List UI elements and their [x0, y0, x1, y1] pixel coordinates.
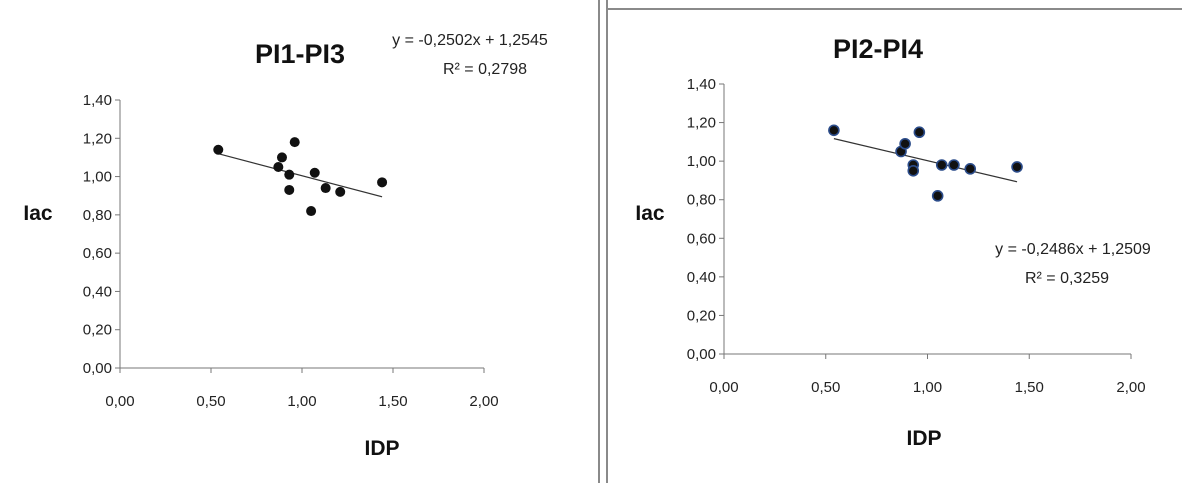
regression-equation: y = -0,2502x + 1,2545	[392, 32, 548, 49]
scatter-chart-pi1-pi3: PI1-PI3 y = -0,2502x + 1,2545 R² = 0,279…	[23, 32, 548, 460]
x-tick-label: 2,00	[469, 393, 498, 410]
data-point	[273, 162, 284, 172]
y-tick-label: 0,00	[687, 346, 716, 363]
x-tick-label: 1,00	[287, 393, 316, 410]
y-tick-label: 0,40	[83, 283, 112, 300]
x-tick-label: 0,50	[811, 379, 840, 396]
x-tick-label: 1,00	[913, 379, 942, 396]
y-tick-label: 1,20	[83, 130, 112, 147]
data-point	[907, 164, 920, 177]
y-tick-label: 0,60	[687, 230, 716, 247]
data-point	[289, 137, 300, 148]
data-point	[320, 183, 331, 194]
y-tick-label: 0,80	[687, 192, 716, 209]
y-tick-label: 1,40	[83, 92, 112, 109]
y-tick-label: 0,20	[83, 322, 112, 339]
x-tick-label: 0,00	[709, 379, 738, 396]
trendline	[218, 153, 383, 198]
data-point	[931, 190, 944, 202]
y-tick-label: 1,40	[687, 76, 716, 93]
y-axis-title: Iac	[635, 202, 665, 225]
y-axis-title: Iac	[23, 202, 53, 225]
y-tick-label: 0,60	[83, 245, 112, 262]
data-point	[948, 159, 960, 171]
x-tick-label: 2,00	[1116, 379, 1145, 396]
x-axis-title: IDP	[364, 437, 399, 460]
data-point	[335, 186, 346, 197]
y-tick-label: 0,80	[83, 207, 112, 224]
y-tick-label: 0,40	[687, 269, 716, 286]
x-tick-label: 1,50	[378, 393, 407, 410]
x-tick-label: 0,50	[196, 393, 225, 410]
data-point	[284, 184, 295, 195]
y-tick-label: 1,20	[687, 115, 716, 132]
y-tick-label: 0,00	[83, 360, 112, 377]
data-point	[913, 126, 926, 139]
trendline	[833, 138, 1018, 183]
data-point	[899, 137, 911, 150]
chart-panel-pi1-pi3: PI1-PI3 y = -0,2502x + 1,2545 R² = 0,279…	[23, 0, 600, 483]
data-point	[1011, 161, 1023, 173]
data-point	[964, 163, 977, 175]
data-point	[828, 124, 840, 137]
x-tick-label: 1,50	[1015, 379, 1044, 396]
chart-title: PI2-PI4	[833, 34, 923, 64]
data-point	[276, 152, 287, 163]
chart-title: PI1-PI3	[255, 39, 345, 69]
r-squared-label: R² = 0,3259	[1025, 270, 1109, 287]
data-point	[309, 167, 320, 178]
y-tick-label: 1,00	[83, 169, 112, 186]
regression-equation: y = -0,2486x + 1,2509	[995, 241, 1151, 258]
panel-top-border	[608, 8, 1182, 10]
chart-panel-pi2-pi4: PI2-PI4 y = -0,2486x + 1,2509 R² = 0,325…	[606, 0, 1182, 483]
data-point	[935, 159, 948, 171]
data-point	[377, 177, 388, 188]
y-tick-label: 1,00	[687, 153, 716, 170]
scatter-chart-pi2-pi4: PI2-PI4 y = -0,2486x + 1,2509 R² = 0,325…	[635, 34, 1151, 450]
data-point	[306, 206, 317, 217]
x-axis-title: IDP	[906, 427, 941, 450]
x-tick-label: 0,00	[105, 393, 134, 410]
r-squared-label: R² = 0,2798	[443, 61, 527, 78]
y-tick-label: 0,20	[687, 307, 716, 324]
data-point	[213, 144, 224, 155]
data-point	[284, 169, 295, 180]
